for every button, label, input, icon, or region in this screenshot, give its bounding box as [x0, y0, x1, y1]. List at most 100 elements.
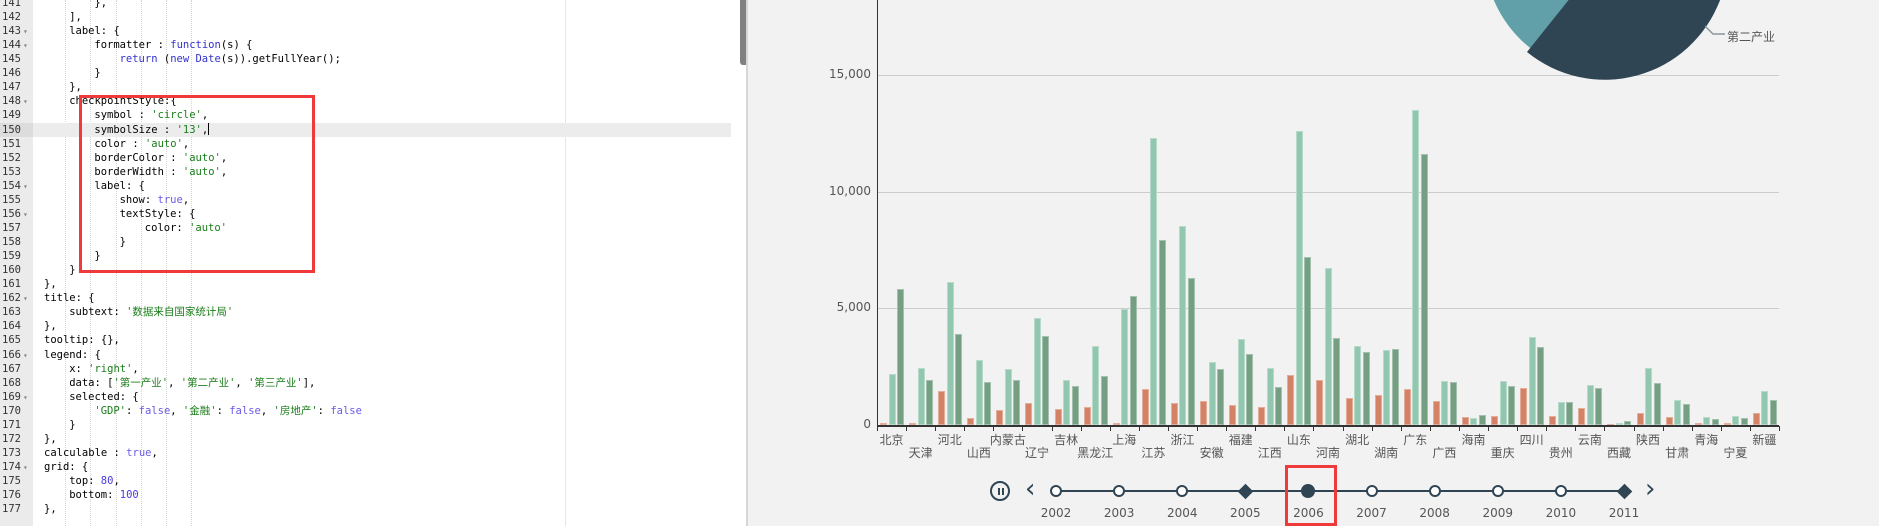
code-line[interactable]: 174 ▾ grid: { [0, 459, 740, 475]
timeline-year-label[interactable]: 2006 [1293, 506, 1324, 520]
bar[interactable] [1013, 379, 1021, 425]
bar[interactable] [1063, 380, 1071, 425]
bar[interactable] [1674, 400, 1682, 425]
timeline-node-circle-icon[interactable] [1176, 485, 1189, 497]
timeline-control[interactable]: ‹ › 2002 2003 2004 2005 2006 2007 2008 2009 2010… [750, 460, 1879, 526]
bar[interactable] [1316, 380, 1324, 425]
code-line[interactable]: 152 borderColor : 'auto', [0, 150, 740, 165]
timeline-node-circle-icon[interactable] [1050, 485, 1062, 497]
bar[interactable] [1557, 401, 1565, 425]
timeline-year-label[interactable]: 2011 [1608, 506, 1640, 520]
timeline-node-circle-icon[interactable] [1491, 485, 1504, 497]
bar[interactable] [1275, 386, 1283, 425]
bar[interactable] [1694, 422, 1702, 425]
bar[interactable] [1354, 346, 1362, 425]
code-line[interactable]: 173 calculable : true, [0, 445, 740, 460]
bar[interactable] [1549, 415, 1557, 425]
code-line[interactable]: 168 data: ['第一产业', '第二产业', '第三产业'], [0, 375, 740, 390]
editor-scrollbar-thumb[interactable] [740, 0, 746, 65]
bar[interactable] [975, 360, 983, 425]
chevron-right-icon[interactable]: › [1645, 474, 1656, 504]
code-line[interactable]: 158} [0, 235, 740, 250]
fold-toggle-icon[interactable]: ▾ [22, 41, 28, 51]
bar[interactable] [1200, 401, 1208, 425]
code-line[interactable]: 160} [0, 263, 740, 278]
timeline-year-label[interactable]: 2004 [1166, 506, 1198, 520]
bar[interactable] [1615, 422, 1623, 425]
bar[interactable] [955, 333, 963, 425]
bar[interactable] [1769, 400, 1777, 425]
timeline-year-label[interactable]: 2008 [1419, 506, 1450, 520]
bar[interactable] [1345, 398, 1353, 425]
bar[interactable] [1508, 386, 1516, 425]
bar[interactable] [946, 282, 954, 425]
code-line[interactable]: 169 ▾ selected: { [0, 389, 740, 405]
fold-toggle-icon[interactable]: ▾ [22, 97, 28, 107]
bar[interactable] [1441, 380, 1449, 425]
code-line[interactable]: 159} [0, 249, 740, 264]
timeline-current-node-icon[interactable] [1301, 484, 1316, 498]
bar[interactable] [1478, 414, 1486, 425]
bar[interactable] [1208, 361, 1216, 425]
code-line[interactable]: 145 return (new Date(s)).getFullYear(); [0, 52, 740, 67]
timeline-year-label[interactable]: 2003 [1103, 506, 1135, 520]
bar[interactable] [1187, 278, 1195, 425]
bar[interactable] [1528, 336, 1536, 425]
fold-toggle-icon[interactable]: ▾ [22, 462, 28, 472]
bar[interactable] [1645, 367, 1653, 425]
code-line[interactable]: 156 ▾ textStyle: { [0, 206, 740, 222]
bar[interactable] [1470, 417, 1478, 425]
editor-scrollbar-track[interactable] [738, 0, 746, 526]
timeline-node-circle-icon[interactable] [1113, 485, 1126, 497]
bar[interactable] [1761, 390, 1769, 425]
bar[interactable] [1520, 387, 1528, 425]
code-line[interactable]: 142], [0, 10, 740, 25]
code-line[interactable]: 172}, [0, 431, 740, 446]
timeline-year-label[interactable]: 2005 [1230, 506, 1261, 520]
timeline-node-circle-icon[interactable] [1365, 485, 1378, 497]
pie-chart[interactable] [1480, 0, 1740, 80]
timeline-year-label[interactable]: 2002 [1040, 506, 1072, 520]
fold-toggle-icon[interactable]: ▾ [22, 294, 28, 304]
bar[interactable] [1112, 423, 1120, 426]
pause-icon[interactable] [990, 481, 1010, 501]
fold-toggle-icon[interactable]: ▾ [22, 181, 28, 191]
code-line[interactable]: 177}, [0, 502, 740, 517]
code-line[interactable]: 148 ▾ checkpointStyle:{ [0, 94, 740, 110]
code-line[interactable]: 146} [0, 66, 740, 81]
bar[interactable] [1732, 416, 1740, 425]
timeline-year-label[interactable]: 2009 [1482, 506, 1514, 520]
bar[interactable] [1412, 110, 1420, 425]
bar[interactable] [1665, 417, 1673, 425]
bar[interactable] [1740, 417, 1748, 425]
code-line[interactable]: 167 x: 'right', [0, 361, 740, 376]
fold-toggle-icon[interactable]: ▾ [22, 209, 28, 219]
bar[interactable] [938, 390, 946, 425]
timeline-year-label[interactable]: 2010 [1545, 506, 1577, 520]
bar[interactable] [1295, 131, 1303, 425]
bar[interactable] [1403, 389, 1411, 425]
bar[interactable] [917, 367, 925, 425]
bar[interactable] [1391, 349, 1399, 425]
code-editor[interactable]: 141}, 142], 143 ▾ label: {144 ▾ formatter : fu… [0, 0, 748, 526]
code-line[interactable]: 175 top: 80, [0, 474, 740, 489]
fold-toggle-icon[interactable]: ▾ [22, 392, 28, 402]
bar[interactable] [1150, 138, 1158, 425]
code-line[interactable]: 171} [0, 417, 740, 432]
bar[interactable] [1179, 226, 1187, 425]
bar[interactable] [1491, 415, 1499, 425]
bar[interactable] [967, 418, 975, 425]
code-line[interactable]: 147}, [0, 80, 740, 95]
code-line[interactable]: 162 ▾ title: { [0, 291, 740, 307]
fold-toggle-icon[interactable]: ▾ [22, 350, 28, 360]
bar[interactable] [1499, 380, 1507, 425]
bar[interactable] [1258, 406, 1266, 425]
timeline-node-circle-icon[interactable] [1554, 485, 1567, 497]
bar[interactable] [1324, 267, 1332, 425]
bar[interactable] [1304, 257, 1312, 425]
chevron-left-icon[interactable]: ‹ [1025, 474, 1036, 504]
bar[interactable] [1420, 154, 1428, 425]
bar[interactable] [1374, 395, 1382, 425]
code-line[interactable]: 164}, [0, 319, 740, 334]
bar[interactable] [926, 380, 934, 425]
